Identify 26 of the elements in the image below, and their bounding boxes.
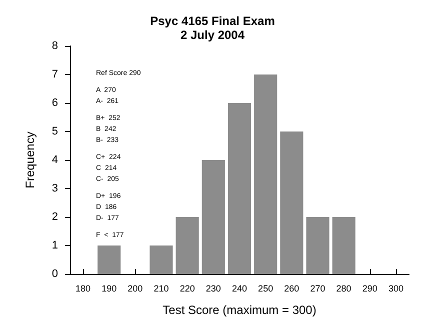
x-tick-label: 210 (154, 284, 169, 294)
x-tick-label: 300 (388, 284, 404, 294)
x-tick-label: 190 (102, 284, 117, 294)
y-tick-label: 6 (52, 97, 58, 109)
y-tick-label: 5 (52, 126, 58, 138)
y-tick-label: 7 (52, 68, 58, 80)
y-tick-label: 3 (52, 182, 58, 194)
x-tick-label: 180 (76, 284, 91, 294)
y-tick-label: 2 (52, 211, 58, 223)
x-tick-label: 290 (362, 284, 378, 294)
x-tick-label: 240 (232, 284, 248, 294)
x-tick-label: 270 (310, 284, 326, 294)
chart-title: Psyc 4165 Final Exam (150, 14, 275, 28)
y-tick-label: 4 (52, 154, 58, 166)
x-tick-label: 280 (336, 284, 352, 294)
y-tick-label: 0 (52, 268, 58, 280)
y-tick-label: 8 (52, 40, 58, 52)
x-axis-title: Test Score (maximum = 300) (162, 303, 316, 317)
x-tick-label: 220 (180, 284, 195, 294)
y-axis-title: Frequency (23, 132, 37, 188)
x-tick-label: 200 (128, 284, 143, 294)
x-tick-label: 250 (258, 284, 274, 294)
y-tick-label: 1 (52, 240, 58, 252)
x-tick-label: 260 (284, 284, 300, 294)
chart-subtitle: 2 July 2004 (180, 28, 245, 42)
x-tick-label: 230 (206, 284, 221, 294)
